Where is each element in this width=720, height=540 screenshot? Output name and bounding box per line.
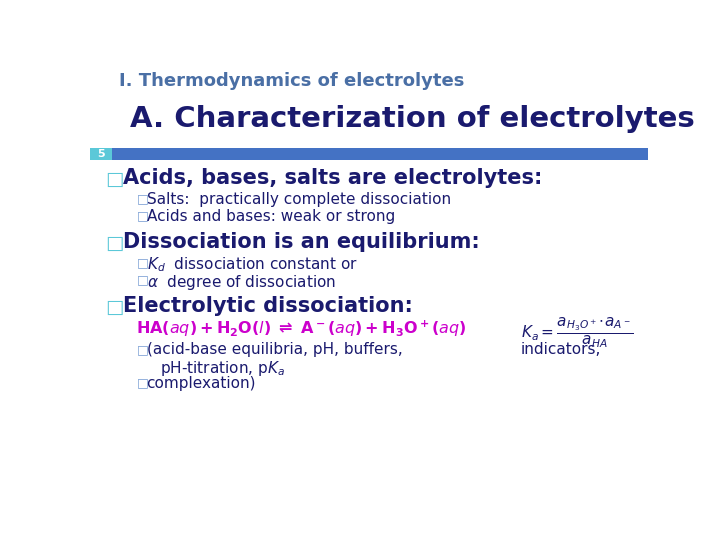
Text: □: □ [137, 273, 148, 286]
Text: □: □ [137, 256, 148, 269]
Text: Dissociation is an equilibrium:: Dissociation is an equilibrium: [122, 232, 480, 252]
Text: 5: 5 [97, 149, 104, 159]
Text: A. Characterization of electrolytes: A. Characterization of electrolytes [130, 105, 695, 133]
Text: I. Thermodynamics of electrolytes: I. Thermodynamics of electrolytes [120, 72, 465, 91]
Text: (acid-base equilibria, pH, buffers,: (acid-base equilibria, pH, buffers, [147, 342, 402, 357]
Text: Salts:  practically complete dissociation: Salts: practically complete dissociation [147, 192, 451, 207]
Text: □: □ [106, 234, 124, 253]
Text: □: □ [106, 170, 124, 190]
Text: $\alpha$  degree of dissociation: $\alpha$ degree of dissociation [147, 273, 336, 292]
Bar [112, 148, 648, 160]
Text: □: □ [137, 377, 148, 390]
Bar [90, 148, 112, 160]
Text: $K_d$  dissociation constant or: $K_d$ dissociation constant or [147, 256, 357, 274]
Text: complexation): complexation) [147, 376, 256, 391]
Text: $K_a = \dfrac{a_{H_3O^+}\!\cdot\! a_{A^-}}{a_{HA}}$: $K_a = \dfrac{a_{H_3O^+}\!\cdot\! a_{A^-… [521, 316, 634, 350]
Text: □: □ [106, 298, 124, 317]
Text: □: □ [137, 210, 148, 222]
Text: Acids, bases, salts are electrolytes:: Acids, bases, salts are electrolytes: [122, 168, 542, 188]
Text: Electrolytic dissociation:: Electrolytic dissociation: [122, 296, 413, 316]
Text: indicators,: indicators, [521, 342, 601, 357]
Text: Acids and bases: weak or strong: Acids and bases: weak or strong [147, 209, 395, 224]
Text: □: □ [137, 193, 148, 206]
Text: □: □ [137, 343, 148, 356]
Text: pH-titration, p$K_a$: pH-titration, p$K_a$ [160, 359, 284, 378]
Text: $\mathbf{HA(\mathit{aq}) + H_2O(\mathit{l})\ \rightleftharpoons\ A^-(\mathit{aq}: $\mathbf{HA(\mathit{aq}) + H_2O(\mathit{… [137, 319, 467, 339]
